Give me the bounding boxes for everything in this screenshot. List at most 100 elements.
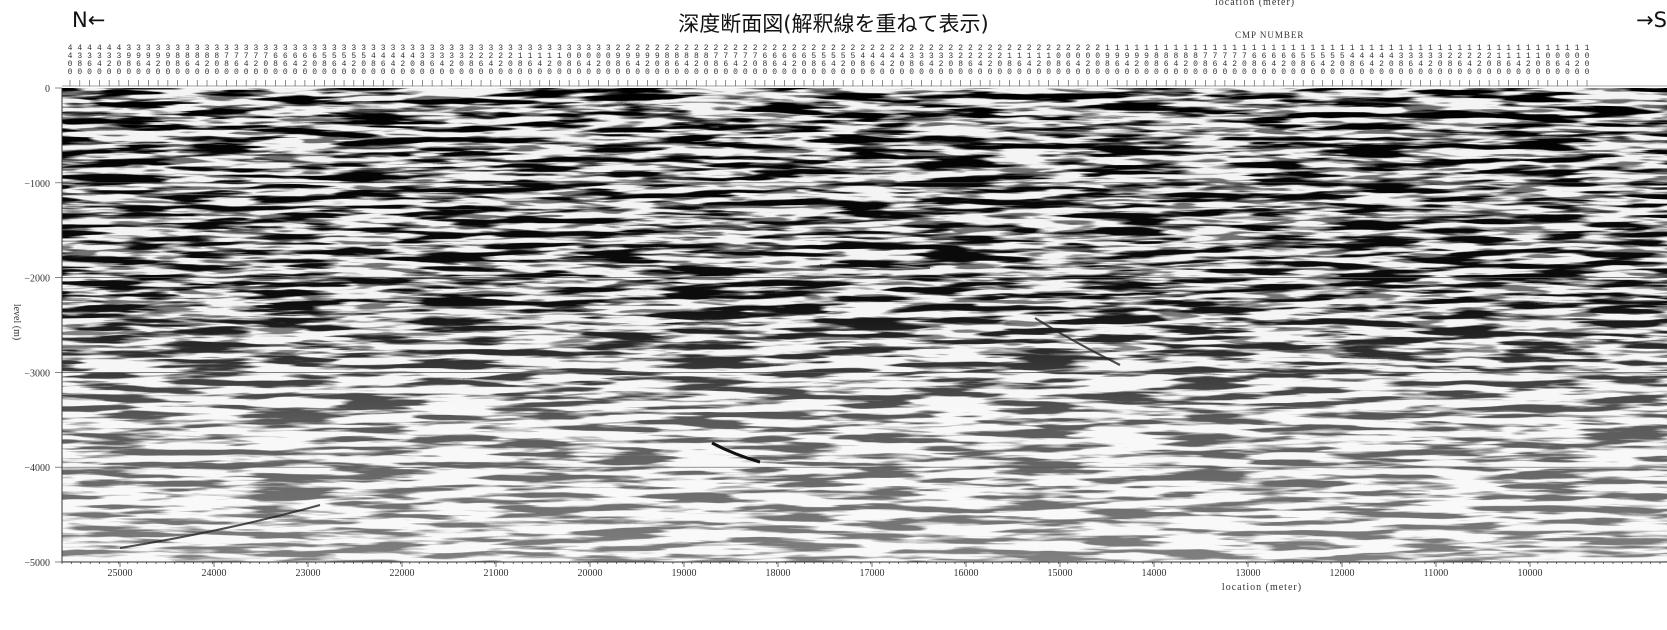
x-tick-label: 18000: [766, 568, 791, 579]
y-axis-tick-labels: 0 −1000 −2000 −3000 −4000 −5000: [24, 84, 50, 569]
y-axis-title: level (m): [11, 304, 22, 340]
y-tick-label: −5000: [24, 558, 50, 569]
x-tick-label: 19000: [672, 568, 697, 579]
y-tick-label: −4000: [24, 463, 50, 474]
y-tick-label: −3000: [24, 368, 50, 379]
x-axis-title: location (meter): [1222, 582, 1302, 593]
y-tick-label: −2000: [24, 274, 50, 285]
x-tick-label: 13000: [1236, 568, 1261, 579]
x-tick-label: 14000: [1142, 568, 1167, 579]
y-tick-label: −1000: [24, 179, 50, 190]
x-tick-label: 24000: [202, 568, 227, 579]
x-tick-label: 16000: [954, 568, 979, 579]
y-tick-label: 0: [45, 84, 50, 95]
x-tick-label: 10000: [1518, 568, 1543, 579]
top-axis-label: location (meter): [1215, 0, 1296, 8]
x-tick-label: 22000: [390, 568, 415, 579]
depth-gridlines: [55, 87, 1667, 563]
cmp-number-row: 4 4 0 0 4 3 8 0 4 3 6 0 4 3 4 0 4 3 2 0 4 3 0 0 3 9 8 0 3 9 6 0 3 9 4 0 3 9 2 0…: [68, 44, 1590, 77]
x-tick-label: 15000: [1048, 568, 1073, 579]
x-tick-label: 17000: [860, 568, 885, 579]
